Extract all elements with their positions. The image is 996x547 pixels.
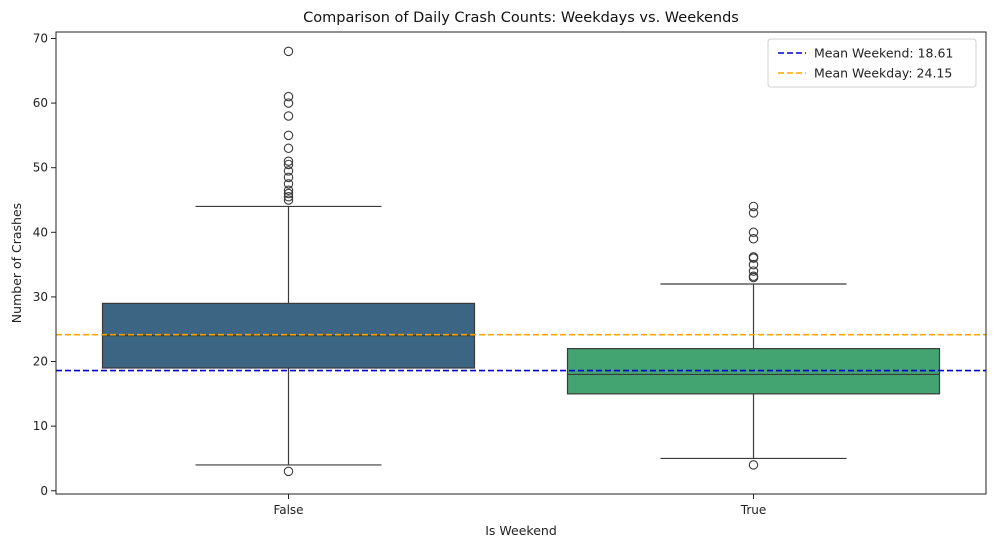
outlier-point (283, 98, 294, 108)
plot-area: 0 10 20 30 40 50 60 70 False True (33, 31, 987, 517)
outlier-point (748, 271, 759, 281)
outlier-point (283, 188, 294, 199)
x-tick-label: True (740, 503, 767, 517)
outlier-point (283, 159, 294, 170)
outlier-point (283, 46, 294, 57)
outlier-point (283, 166, 294, 176)
x-tick-label: False (273, 503, 303, 517)
outlier-point (748, 208, 759, 218)
outlier-point (283, 172, 294, 183)
outlier-point (283, 91, 294, 102)
outlier-point (748, 234, 759, 244)
outlier-point (283, 179, 294, 189)
outlier-point (748, 460, 759, 470)
outlier-point (748, 266, 759, 276)
y-axis-title: Number of Crashes (9, 203, 24, 323)
outlier-point (283, 195, 294, 205)
y-tick-label: 50 (33, 161, 48, 175)
x-axis-title: Is Weekend (485, 523, 557, 538)
y-tick-label: 20 (33, 355, 48, 369)
legend-box (767, 38, 977, 88)
y-tick-label: 30 (33, 290, 48, 304)
plot-frame (55, 31, 987, 495)
outlier-point (748, 227, 759, 238)
legend-label-1: Mean Weekday: 24.15 (814, 66, 952, 81)
box-true (566, 201, 941, 470)
outlier-point (283, 156, 294, 166)
outlier-point (283, 111, 294, 121)
outlier-point (748, 259, 759, 270)
outlier-point (283, 185, 294, 196)
y-tick-label: 60 (33, 96, 48, 110)
outlier-point (283, 466, 294, 477)
outlier-point (283, 130, 294, 141)
chart-title: Comparison of Daily Crash Counts: Weekda… (303, 10, 739, 26)
box-false (101, 46, 476, 477)
outlier-point (283, 143, 294, 154)
y-tick-label: 10 (33, 419, 48, 433)
y-tick-label: 0 (40, 484, 48, 498)
outlier-point (748, 201, 759, 212)
y-tick-label: 40 (33, 225, 48, 239)
outlier-point (748, 252, 759, 262)
outlier-point (283, 192, 294, 202)
legend: Mean Weekend: 18.61 Mean Weekday: 24.15 (767, 38, 977, 88)
y-tick-label: 70 (33, 31, 48, 45)
legend-label-0: Mean Weekend: 18.61 (814, 46, 953, 61)
